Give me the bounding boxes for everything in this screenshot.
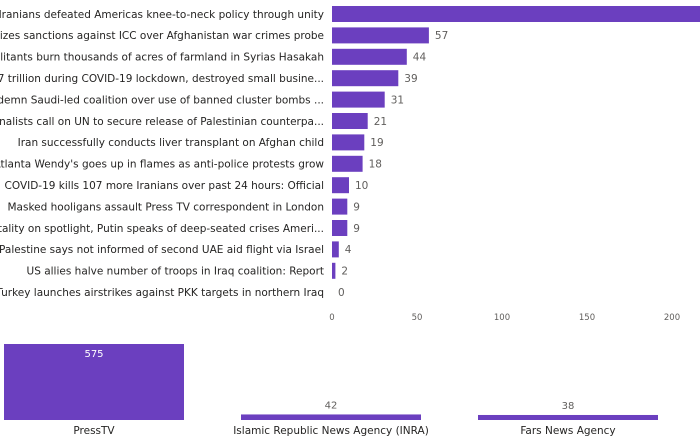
category-label: American journalists call on UN to secur… [0, 116, 324, 128]
data-label: 57 [435, 30, 448, 42]
column[interactable] [4, 344, 184, 420]
data-label: 2 [341, 266, 348, 278]
bar[interactable] [332, 155, 363, 172]
x-tick-label: 0 [329, 313, 334, 323]
headline-bar-chart: Rouhani: Iranians defeated Americas knee… [0, 6, 700, 323]
data-label: 21 [374, 116, 387, 128]
category-label: Atlanta Wendy's goes up in flames as ant… [0, 159, 324, 171]
data-label: 9 [353, 201, 360, 213]
x-tick-label: 150 [579, 313, 595, 323]
column-category-label: Fars News Agency [520, 425, 615, 437]
bar[interactable] [332, 113, 368, 129]
category-label: Masked hooligans assault Press TV corres… [8, 201, 325, 213]
data-label: 4 [345, 244, 352, 256]
column[interactable] [241, 414, 421, 420]
category-label: Turkey launches airstrikes against PKK t… [0, 287, 324, 299]
category-label: Iran successfully conducts liver transpl… [18, 137, 324, 149]
category-label: COVID-19 kills 107 more Iranians over pa… [5, 180, 324, 192]
bar[interactable] [332, 27, 429, 44]
category-label: US allies halve number of troops in Iraq… [27, 266, 324, 278]
source-column-chart: 575 PressTV 42 Islamic Republic News Agency… [4, 344, 658, 437]
category-label: US billionaires stole $7 trillion during… [0, 73, 324, 85]
bar[interactable] [332, 91, 385, 108]
category-label: Trump authorizes sanctions against ICC o… [0, 30, 324, 42]
category-label: With US police brutality on spotlight, P… [0, 223, 324, 235]
bar[interactable] [332, 134, 365, 151]
category-label: US-backed militants burn thousands of ac… [0, 52, 324, 64]
column[interactable] [478, 414, 658, 420]
data-label: 0 [338, 287, 345, 299]
bar[interactable] [332, 262, 336, 279]
data-label: 10 [355, 180, 368, 192]
data-label: 9 [353, 223, 360, 235]
bar[interactable] [332, 241, 339, 258]
bar[interactable] [332, 70, 399, 87]
column-category-label: PressTV [73, 425, 115, 437]
column-value-label: 575 [84, 349, 103, 360]
x-tick-label: 50 [412, 313, 423, 323]
column-value-label: 42 [325, 400, 338, 411]
column-value-label: 38 [562, 401, 575, 412]
data-label: 31 [391, 94, 404, 106]
category-label: Rights bodies condemn Saudi-led coalitio… [0, 94, 324, 106]
column-category-label: Islamic Republic News Agency (INRA) [233, 425, 429, 437]
data-label: 44 [413, 52, 427, 64]
data-label: 39 [404, 73, 417, 85]
bar[interactable] [332, 177, 349, 194]
x-tick-label: 100 [494, 313, 510, 323]
bar[interactable] [332, 6, 700, 22]
data-label: 18 [369, 159, 382, 171]
bar[interactable] [332, 48, 407, 65]
x-tick-label: 200 [664, 313, 680, 323]
category-label: Palestine says not informed of second UA… [0, 244, 324, 256]
bar[interactable] [332, 220, 348, 236]
data-label: 19 [370, 137, 383, 149]
category-label: Rouhani: Iranians defeated Americas knee… [0, 9, 324, 21]
bar[interactable] [332, 198, 348, 215]
